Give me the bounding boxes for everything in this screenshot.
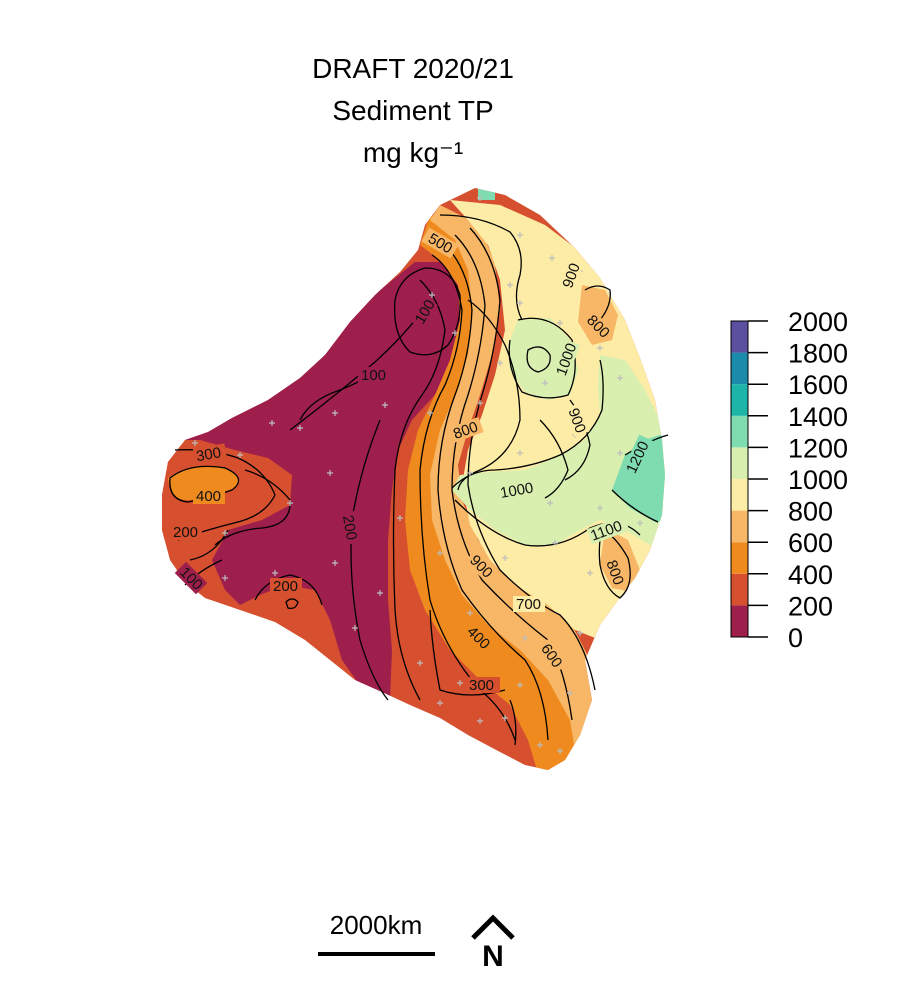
legend-swatch [731,384,748,416]
legend-swatch [731,542,748,574]
north-arrow: N [471,914,515,973]
legend-tick-label: 200 [788,591,833,621]
contour-label: 300 [195,444,223,465]
legend-tick-label: 1600 [788,370,848,400]
sample-points [187,195,643,754]
scale-bar: 2000km [318,910,435,956]
legend-swatch [731,321,748,353]
contour-label: 200 [173,524,198,541]
legend-tick-label: 1200 [788,433,848,463]
legend-tick-label: 1800 [788,339,848,369]
legend-swatch [731,605,748,637]
contour-labels: 500 100 100 900 800 1000 900 800 1000 12… [170,227,654,694]
scale-bar-label: 2000km [330,910,423,940]
north-arrow-icon [471,914,515,940]
legend-tick-label: 2000 [788,307,848,337]
legend-tick-label: 800 [788,497,833,527]
class-600-800 [430,205,600,770]
legend-swatch [731,352,748,385]
contour-label: 700 [516,596,541,613]
contour-label: 300 [469,677,494,694]
map-title: DRAFT 2020/21 Sediment TP mg kg⁻¹ [213,48,613,174]
contour-label: 200 [273,578,298,595]
contour-label: 1000 [499,479,535,502]
title-line-3: mg kg⁻¹ [362,137,464,168]
legend-tick-label: 600 [788,528,833,558]
legend-tick-label: 0 [788,623,803,653]
contour-label: 100 [361,367,386,384]
sediment-tp-surface [162,188,665,770]
contour-label: 400 [196,488,221,505]
north-arrow-label: N [482,940,504,973]
legend-tick-label: 1400 [788,402,848,432]
legend-tick-label: 1000 [788,465,848,495]
legend-swatch [731,510,748,543]
legend-swatch [731,573,748,606]
legend-swatch [731,479,748,511]
legend-swatch [731,415,748,448]
title-line-1: DRAFT 2020/21 [312,53,514,84]
legend-tick-label: 400 [788,560,833,590]
class-0-200 [162,262,470,700]
contour-label: 200 [339,514,360,542]
legend-swatch [731,447,748,479]
title-line-2: Sediment TP [332,95,494,126]
class-1000-1200-north [508,318,578,400]
